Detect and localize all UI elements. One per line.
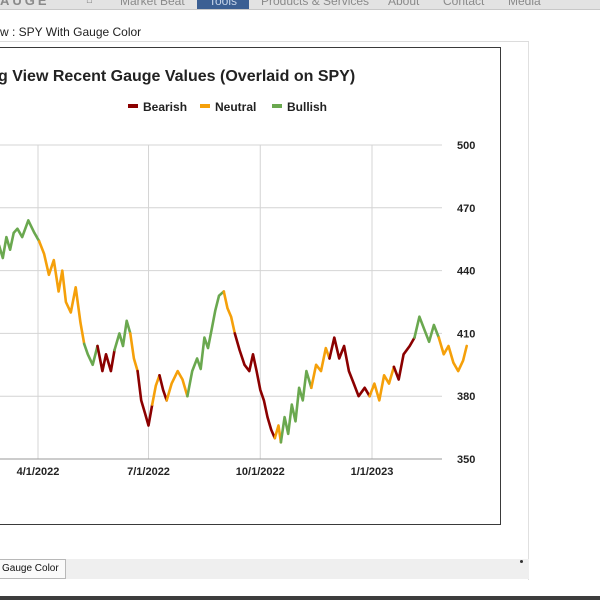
series-line-bearish xyxy=(328,336,371,398)
x-tick-label: 1/1/2023 xyxy=(351,466,394,478)
nav-item-products-services[interactable]: Products & Services xyxy=(261,0,370,8)
series-line-bullish xyxy=(0,219,41,260)
home-icon[interactable]: ⌂ xyxy=(86,0,93,6)
legend-item-bullish[interactable]: Bullish xyxy=(272,100,327,114)
y-tick-label: 440 xyxy=(457,266,475,278)
series-line-bearish xyxy=(136,369,154,427)
series-line-neutral xyxy=(368,365,396,402)
series-line-bearish xyxy=(158,373,168,402)
series-line-neutral xyxy=(165,369,189,402)
legend-label: Bearish xyxy=(143,100,187,114)
site-logo[interactable]: AUGE xyxy=(0,0,50,8)
legend-swatch xyxy=(128,104,138,108)
nav-item-about[interactable]: About xyxy=(388,0,420,8)
legend-item-bearish[interactable]: Bearish xyxy=(128,100,187,114)
status-dot xyxy=(520,560,523,563)
gauge-color-button[interactable]: Gauge Color xyxy=(0,559,66,579)
legend-item-neutral[interactable]: Neutral xyxy=(200,100,256,114)
series-line-bearish xyxy=(96,344,116,373)
page-breadcrumb: w : SPY With Gauge Color xyxy=(0,25,142,39)
header-divider xyxy=(0,41,529,42)
x-tick-label: 7/1/2022 xyxy=(127,466,170,478)
series-line-bearish xyxy=(392,336,416,381)
series-line-bullish xyxy=(186,290,226,398)
bottom-toolbar xyxy=(0,559,529,579)
series-line-neutral xyxy=(222,290,237,335)
content-right-border xyxy=(528,42,529,580)
chart-title: g View Recent Gauge Values (Overlaid on … xyxy=(0,68,355,85)
series-line-bullish xyxy=(82,342,99,367)
series-line-neutral xyxy=(37,240,86,346)
x-tick-label: 4/1/2022 xyxy=(17,466,60,478)
series-line-bullish xyxy=(279,369,313,444)
chart-legend: Bearish Neutral Bullish xyxy=(128,100,327,114)
legend-label: Bullish xyxy=(287,100,327,114)
chart-series xyxy=(0,219,469,444)
legend-label: Neutral xyxy=(215,100,256,114)
series-line-bullish xyxy=(113,319,132,352)
chart-gridlines xyxy=(0,144,442,460)
nav-item-tools[interactable]: Tools xyxy=(197,0,250,9)
top-navigation-bar: AUGE ⌂ Market Beat Tools Products & Serv… xyxy=(0,0,600,10)
x-tick-label: 10/1/2022 xyxy=(236,466,285,478)
y-tick-label: 350 xyxy=(457,454,475,466)
y-tick-label: 380 xyxy=(457,391,475,403)
chart-panel xyxy=(0,47,501,525)
nav-item-media[interactable]: Media xyxy=(508,0,541,8)
y-axis-ticks: 350 380 410 440 470 500 xyxy=(457,140,475,466)
y-tick-label: 470 xyxy=(457,203,475,215)
series-line-bearish xyxy=(233,332,277,440)
legend-swatch xyxy=(200,104,210,108)
series-line-neutral xyxy=(273,424,283,444)
series-line-neutral xyxy=(129,332,139,373)
footer-bar xyxy=(0,596,600,600)
series-line-neutral xyxy=(150,373,161,406)
nav-item-contact[interactable]: Contact xyxy=(443,0,485,8)
y-tick-label: 500 xyxy=(457,140,475,152)
legend-swatch xyxy=(272,104,282,108)
series-line-neutral xyxy=(309,346,331,390)
series-line-bullish xyxy=(413,315,441,344)
y-tick-label: 410 xyxy=(457,328,475,340)
nav-item-market-beat[interactable]: Market Beat xyxy=(120,0,185,8)
series-line-neutral xyxy=(437,336,469,373)
x-axis-ticks: 4/1/2022 7/1/2022 10/1/2022 1/1/2023 xyxy=(17,466,394,478)
